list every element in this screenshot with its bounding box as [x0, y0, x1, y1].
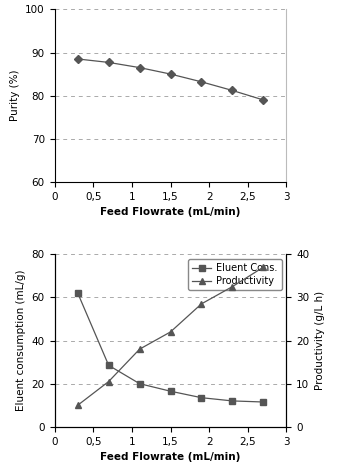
X-axis label: Feed Flowrate (mL/min): Feed Flowrate (mL/min)	[100, 452, 241, 462]
Eluent Cons.	[107, 363, 111, 368]
Legend: Eluent Cons., Productivity: Eluent Cons., Productivity	[188, 259, 282, 290]
Productivity	[261, 265, 265, 270]
Y-axis label: Eluent consumption (mL/g): Eluent consumption (mL/g)	[16, 270, 26, 411]
Line: Eluent Cons.: Eluent Cons.	[75, 290, 266, 405]
Productivity	[107, 378, 111, 384]
Productivity	[137, 347, 142, 352]
Eluent Cons.	[76, 290, 80, 296]
Eluent Cons.	[230, 398, 234, 404]
Productivity	[76, 402, 80, 408]
Eluent Cons.	[137, 381, 142, 386]
X-axis label: Feed Flowrate (mL/min): Feed Flowrate (mL/min)	[100, 207, 241, 217]
Productivity	[199, 301, 204, 307]
Eluent Cons.	[168, 388, 173, 394]
Eluent Cons.	[261, 399, 265, 405]
Y-axis label: Productivity (g/L h): Productivity (g/L h)	[315, 291, 325, 390]
Line: Productivity: Productivity	[75, 265, 266, 408]
Y-axis label: Purity (%): Purity (%)	[10, 70, 20, 121]
Productivity	[168, 329, 173, 335]
Eluent Cons.	[199, 395, 204, 401]
Productivity	[230, 284, 234, 289]
